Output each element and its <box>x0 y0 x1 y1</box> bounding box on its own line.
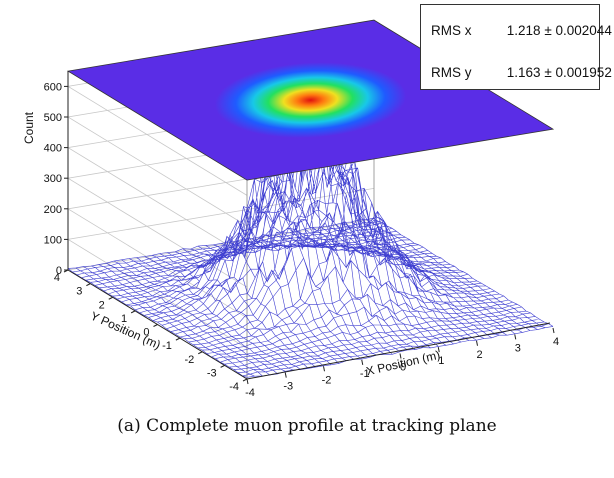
heatmap-hotspot <box>214 62 407 138</box>
stats-label: RMS x <box>431 23 472 38</box>
x-tick-mark <box>361 359 364 365</box>
z-tick-label: 300 <box>44 173 62 185</box>
stats-pm: ± <box>544 65 552 80</box>
y-tick-label: 3 <box>76 286 82 298</box>
x-tick-mark <box>552 327 555 334</box>
x-tick-label: -2 <box>322 374 332 386</box>
x-tick-label: 0 <box>400 362 406 374</box>
stats-error: 0.001952 <box>555 65 612 80</box>
y-tick-mark <box>130 310 136 314</box>
x-tick-label: 2 <box>476 349 482 361</box>
stats-row-rms-x: RMS x 1.218 ± 0.002044 <box>431 23 612 38</box>
x-tick-label: 1 <box>438 355 444 367</box>
y-tick-label: -3 <box>207 367 217 379</box>
y-tick-label: -1 <box>162 340 172 352</box>
x-tick-mark <box>246 378 249 385</box>
x-tick-label: 3 <box>515 342 521 354</box>
z-tick-label: 500 <box>44 112 62 124</box>
y-tick-mark <box>175 337 181 341</box>
y-tick-mark <box>242 378 248 382</box>
figure-caption: (a) Complete muon profile at tracking pl… <box>117 416 497 436</box>
stats-row-rms-y: RMS y 1.163 ± 0.001952 <box>431 65 612 80</box>
stats-error: 0.002044 <box>555 23 612 38</box>
stats-label: RMS y <box>431 65 472 80</box>
x-tick-mark <box>284 372 287 378</box>
y-tick-mark <box>220 364 225 368</box>
y-tick-label: 2 <box>99 299 105 311</box>
y-tick-mark <box>108 296 113 300</box>
y-tick-label: 4 <box>54 272 60 284</box>
y-tick-label: -2 <box>184 354 194 366</box>
x-tick-mark <box>399 353 402 359</box>
x-tick-label: 4 <box>553 336 559 348</box>
y-tick-mark <box>198 351 203 355</box>
y-tick-label: -4 <box>229 381 239 393</box>
z-tick-label: 600 <box>44 81 62 93</box>
z-tick-label: 200 <box>44 204 62 216</box>
x-tick-label: -4 <box>245 387 255 399</box>
z-tick-label: 400 <box>44 143 62 155</box>
z-tick-label: 0 <box>56 265 62 277</box>
x-axis-ticks: -4 -3 -2 -1 0 1 2 3 4 <box>245 327 559 399</box>
axis-line <box>246 322 551 380</box>
stats-value: 1.163 <box>506 65 541 80</box>
y-tick-mark <box>153 324 158 327</box>
stats-value: 1.218 <box>506 23 541 38</box>
x-tick-mark <box>437 347 440 353</box>
y-tick-label: 1 <box>121 313 127 325</box>
x-tick-label: -3 <box>283 381 293 393</box>
z-axis-label: Count <box>22 111 36 144</box>
y-axis-ticks: 4 3 2 1 0 -1 -2 -3 -4 <box>54 269 248 393</box>
x-tick-label: -1 <box>360 368 370 380</box>
z-tick-label: 100 <box>44 234 62 246</box>
stats-pm: ± <box>544 23 552 38</box>
y-tick-mark <box>63 269 69 273</box>
y-tick-mark <box>86 283 91 287</box>
stats-box: RMS x 1.218 ± 0.002044 RMS y 1.163 ± 0.0… <box>420 4 612 90</box>
x-tick-mark <box>323 366 325 372</box>
z-axis-ticks: 0 100 200 300 400 500 600 <box>44 81 68 277</box>
y-tick-label: 0 <box>143 327 149 339</box>
x-tick-mark <box>514 334 517 340</box>
x-tick-mark <box>476 340 478 346</box>
